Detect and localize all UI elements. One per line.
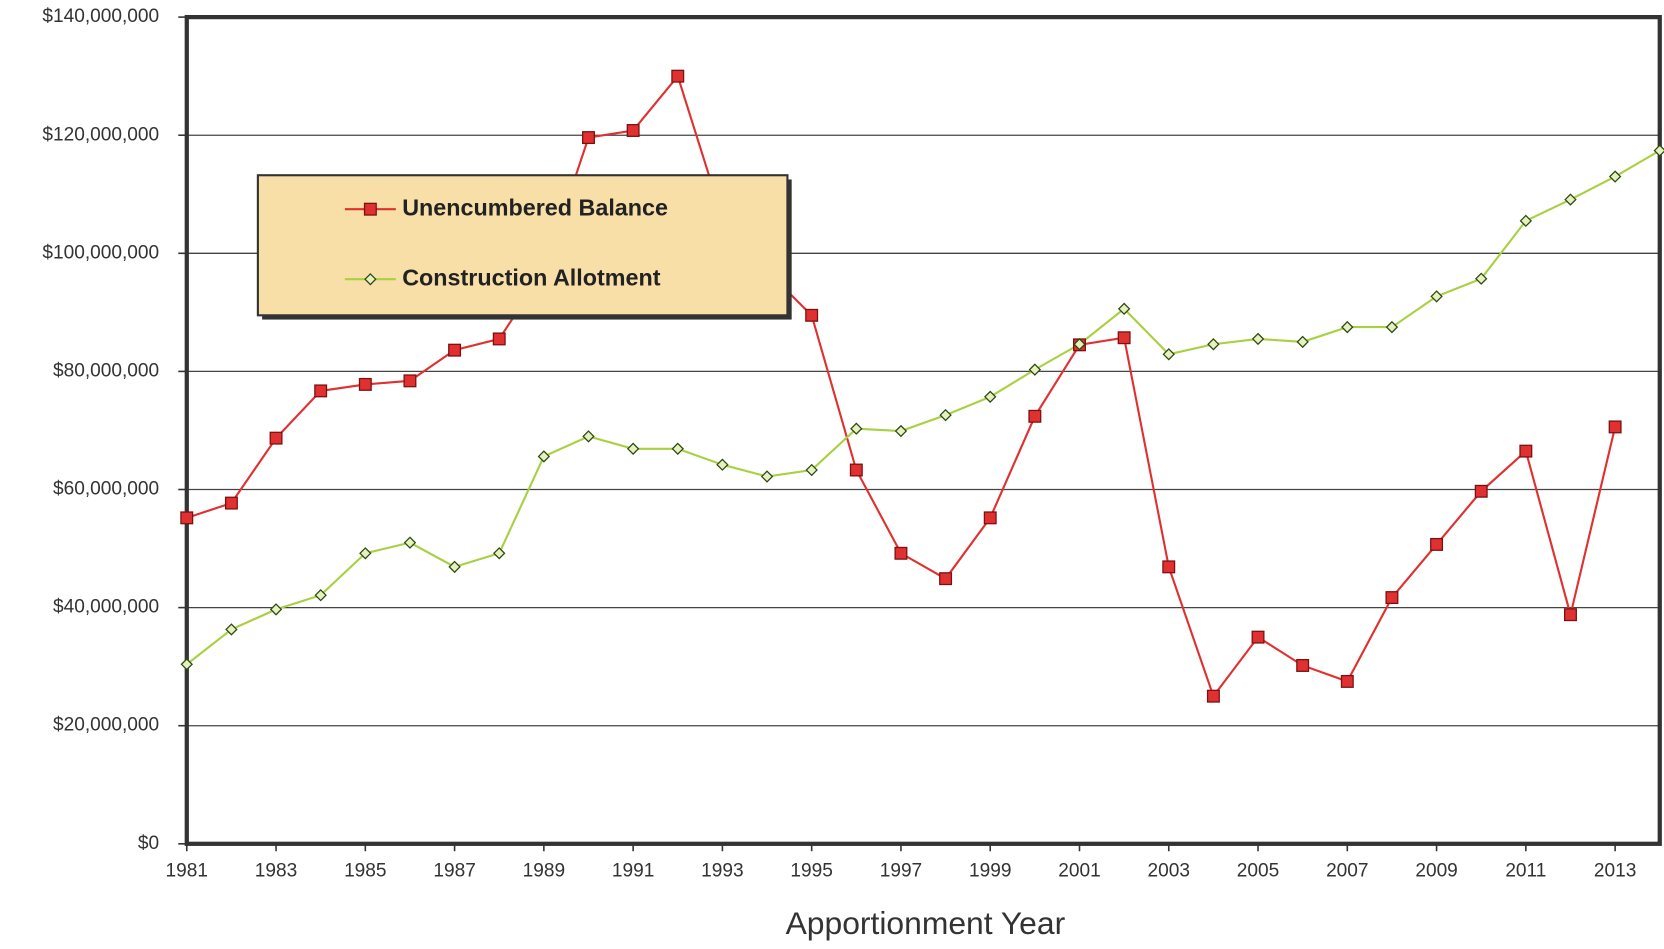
marker (1608, 420, 1622, 434)
y-tick-label: $20,000,000 (53, 715, 159, 736)
marker (1519, 444, 1533, 458)
marker (1564, 608, 1577, 622)
marker (1117, 302, 1131, 316)
x-tick-label: 1993 (701, 860, 743, 881)
marker (1117, 331, 1131, 345)
y-tick-label: $60,000,000 (53, 479, 159, 500)
marker (1028, 363, 1042, 376)
x-tick-label: 2011 (1505, 860, 1546, 881)
x-tick-label: 1995 (790, 860, 832, 881)
marker (1296, 659, 1310, 672)
y-tick-label: $0 (138, 833, 159, 854)
marker (671, 69, 685, 83)
marker (1162, 348, 1175, 361)
marker (359, 547, 372, 560)
y-tick-label: $80,000,000 (53, 360, 159, 381)
marker (983, 511, 997, 525)
series-line (186, 149, 1661, 666)
marker (358, 377, 372, 391)
x-tick-label: 2001 (1058, 860, 1100, 881)
marker (1296, 335, 1309, 349)
marker (582, 430, 595, 443)
marker (1206, 689, 1220, 703)
marker (894, 424, 908, 438)
marker (448, 560, 461, 574)
marker (1028, 409, 1042, 423)
marker (626, 442, 640, 455)
y-tick-label: $120,000,000 (42, 124, 159, 145)
marker (1341, 320, 1354, 334)
marker (314, 589, 327, 602)
marker (626, 124, 640, 137)
marker (1162, 560, 1176, 574)
marker (180, 658, 193, 671)
series-line (186, 73, 1617, 699)
x-tick-label: 2007 (1326, 860, 1368, 881)
marker (269, 603, 283, 616)
marker (1207, 338, 1220, 351)
marker (716, 458, 729, 471)
marker (984, 390, 997, 404)
y-tick-label: $140,000,000 (42, 6, 159, 27)
marker (939, 572, 953, 586)
marker (1430, 290, 1443, 303)
marker (224, 496, 238, 510)
x-tick-label: 1989 (523, 860, 565, 881)
x-tick-label: 2009 (1415, 860, 1457, 881)
plot-frame (184, 14, 1662, 846)
marker (448, 343, 462, 357)
marker (492, 332, 506, 346)
legend-marker (363, 202, 377, 216)
marker (1340, 674, 1354, 688)
x-tick-label: 1983 (255, 860, 297, 881)
marker (493, 547, 506, 560)
y-tick-label: $100,000,000 (42, 242, 159, 263)
marker (850, 422, 863, 435)
marker (760, 470, 774, 483)
marker (1385, 591, 1399, 605)
x-tick-label: 1997 (880, 860, 922, 881)
marker (805, 463, 818, 477)
legend-label: Construction Allotment (402, 264, 661, 290)
marker (537, 450, 551, 463)
x-axis-label: Apportionment Year (786, 905, 1066, 941)
marker (1475, 272, 1488, 285)
x-tick-label: 1991 (612, 860, 654, 881)
marker (939, 408, 952, 422)
marker (805, 308, 819, 322)
x-tick-label: 1985 (344, 860, 386, 881)
x-tick-label: 2013 (1594, 860, 1636, 881)
marker (225, 623, 238, 636)
marker (1653, 144, 1664, 157)
marker (849, 463, 863, 477)
x-tick-label: 1999 (969, 860, 1011, 881)
y-tick-label: $40,000,000 (53, 597, 159, 618)
marker (671, 442, 684, 455)
legend-marker (364, 273, 377, 286)
marker (1073, 338, 1086, 351)
legend-label: Unencumbered Balance (402, 194, 668, 220)
marker (582, 131, 595, 145)
marker (269, 431, 283, 445)
legend (256, 174, 789, 317)
x-tick-label: 1987 (433, 860, 475, 881)
marker (403, 374, 417, 388)
marker (1385, 320, 1399, 334)
marker (180, 511, 194, 525)
marker (1251, 332, 1265, 346)
x-tick-label: 1981 (166, 860, 208, 881)
x-tick-label: 2003 (1148, 860, 1190, 881)
marker (1564, 193, 1577, 206)
x-tick-label: 2005 (1237, 860, 1279, 881)
marker (314, 384, 328, 398)
marker (1430, 537, 1444, 551)
marker (1474, 484, 1488, 498)
marker (1251, 630, 1265, 644)
marker (403, 536, 417, 549)
marker (1519, 214, 1533, 228)
marker (894, 546, 908, 560)
marker (1608, 170, 1622, 183)
